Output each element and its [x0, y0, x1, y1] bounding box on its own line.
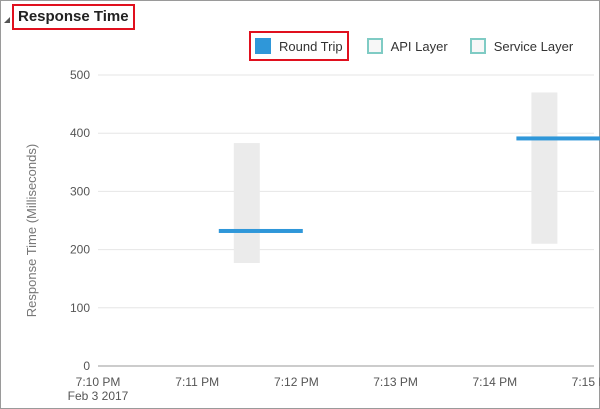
- round-trip-swatch-icon: [255, 38, 271, 54]
- x-tick-label: 7:10 PM: [76, 375, 121, 389]
- y-tick-label: 400: [70, 126, 90, 140]
- panel-title: Response Time: [12, 4, 135, 30]
- legend-label: API Layer: [390, 38, 448, 54]
- panel-header: Response Time: [4, 4, 135, 30]
- chart-legend: Round Trip API Layer Service Layer: [249, 30, 577, 62]
- y-tick-label: 100: [70, 301, 90, 315]
- api-layer-swatch-icon: [366, 38, 383, 54]
- y-tick-label: 200: [70, 243, 90, 257]
- range-bar: [531, 92, 558, 244]
- legend-label: Service Layer: [493, 38, 574, 54]
- x-tick-label: 7:13 PM: [373, 375, 418, 389]
- legend-item-service-layer[interactable]: Service Layer: [466, 31, 577, 61]
- y-tick-label: 0: [83, 359, 90, 373]
- y-axis-label: Response Time (Milliseconds): [24, 144, 39, 317]
- y-tick-label: 500: [70, 68, 90, 82]
- legend-item-api-layer[interactable]: API Layer: [363, 31, 452, 61]
- round-trip-marker: [218, 228, 303, 233]
- x-tick-label: 7:11 PM: [175, 375, 219, 389]
- collapse-triangle-icon[interactable]: [4, 17, 10, 23]
- round-trip-marker: [516, 136, 600, 141]
- x-tick-label: 7:12 PM: [274, 375, 319, 389]
- legend-item-round-trip[interactable]: Round Trip: [249, 31, 349, 61]
- legend-label: Round Trip: [279, 38, 343, 54]
- x-tick-sublabel: Feb 3 2017: [68, 389, 129, 403]
- x-tick-label: 7:14 PM: [472, 375, 517, 389]
- range-bar: [233, 143, 260, 263]
- x-tick-label: 7:15 PM: [572, 375, 600, 389]
- service-layer-swatch-icon: [469, 38, 486, 54]
- y-tick-label: 300: [70, 184, 90, 198]
